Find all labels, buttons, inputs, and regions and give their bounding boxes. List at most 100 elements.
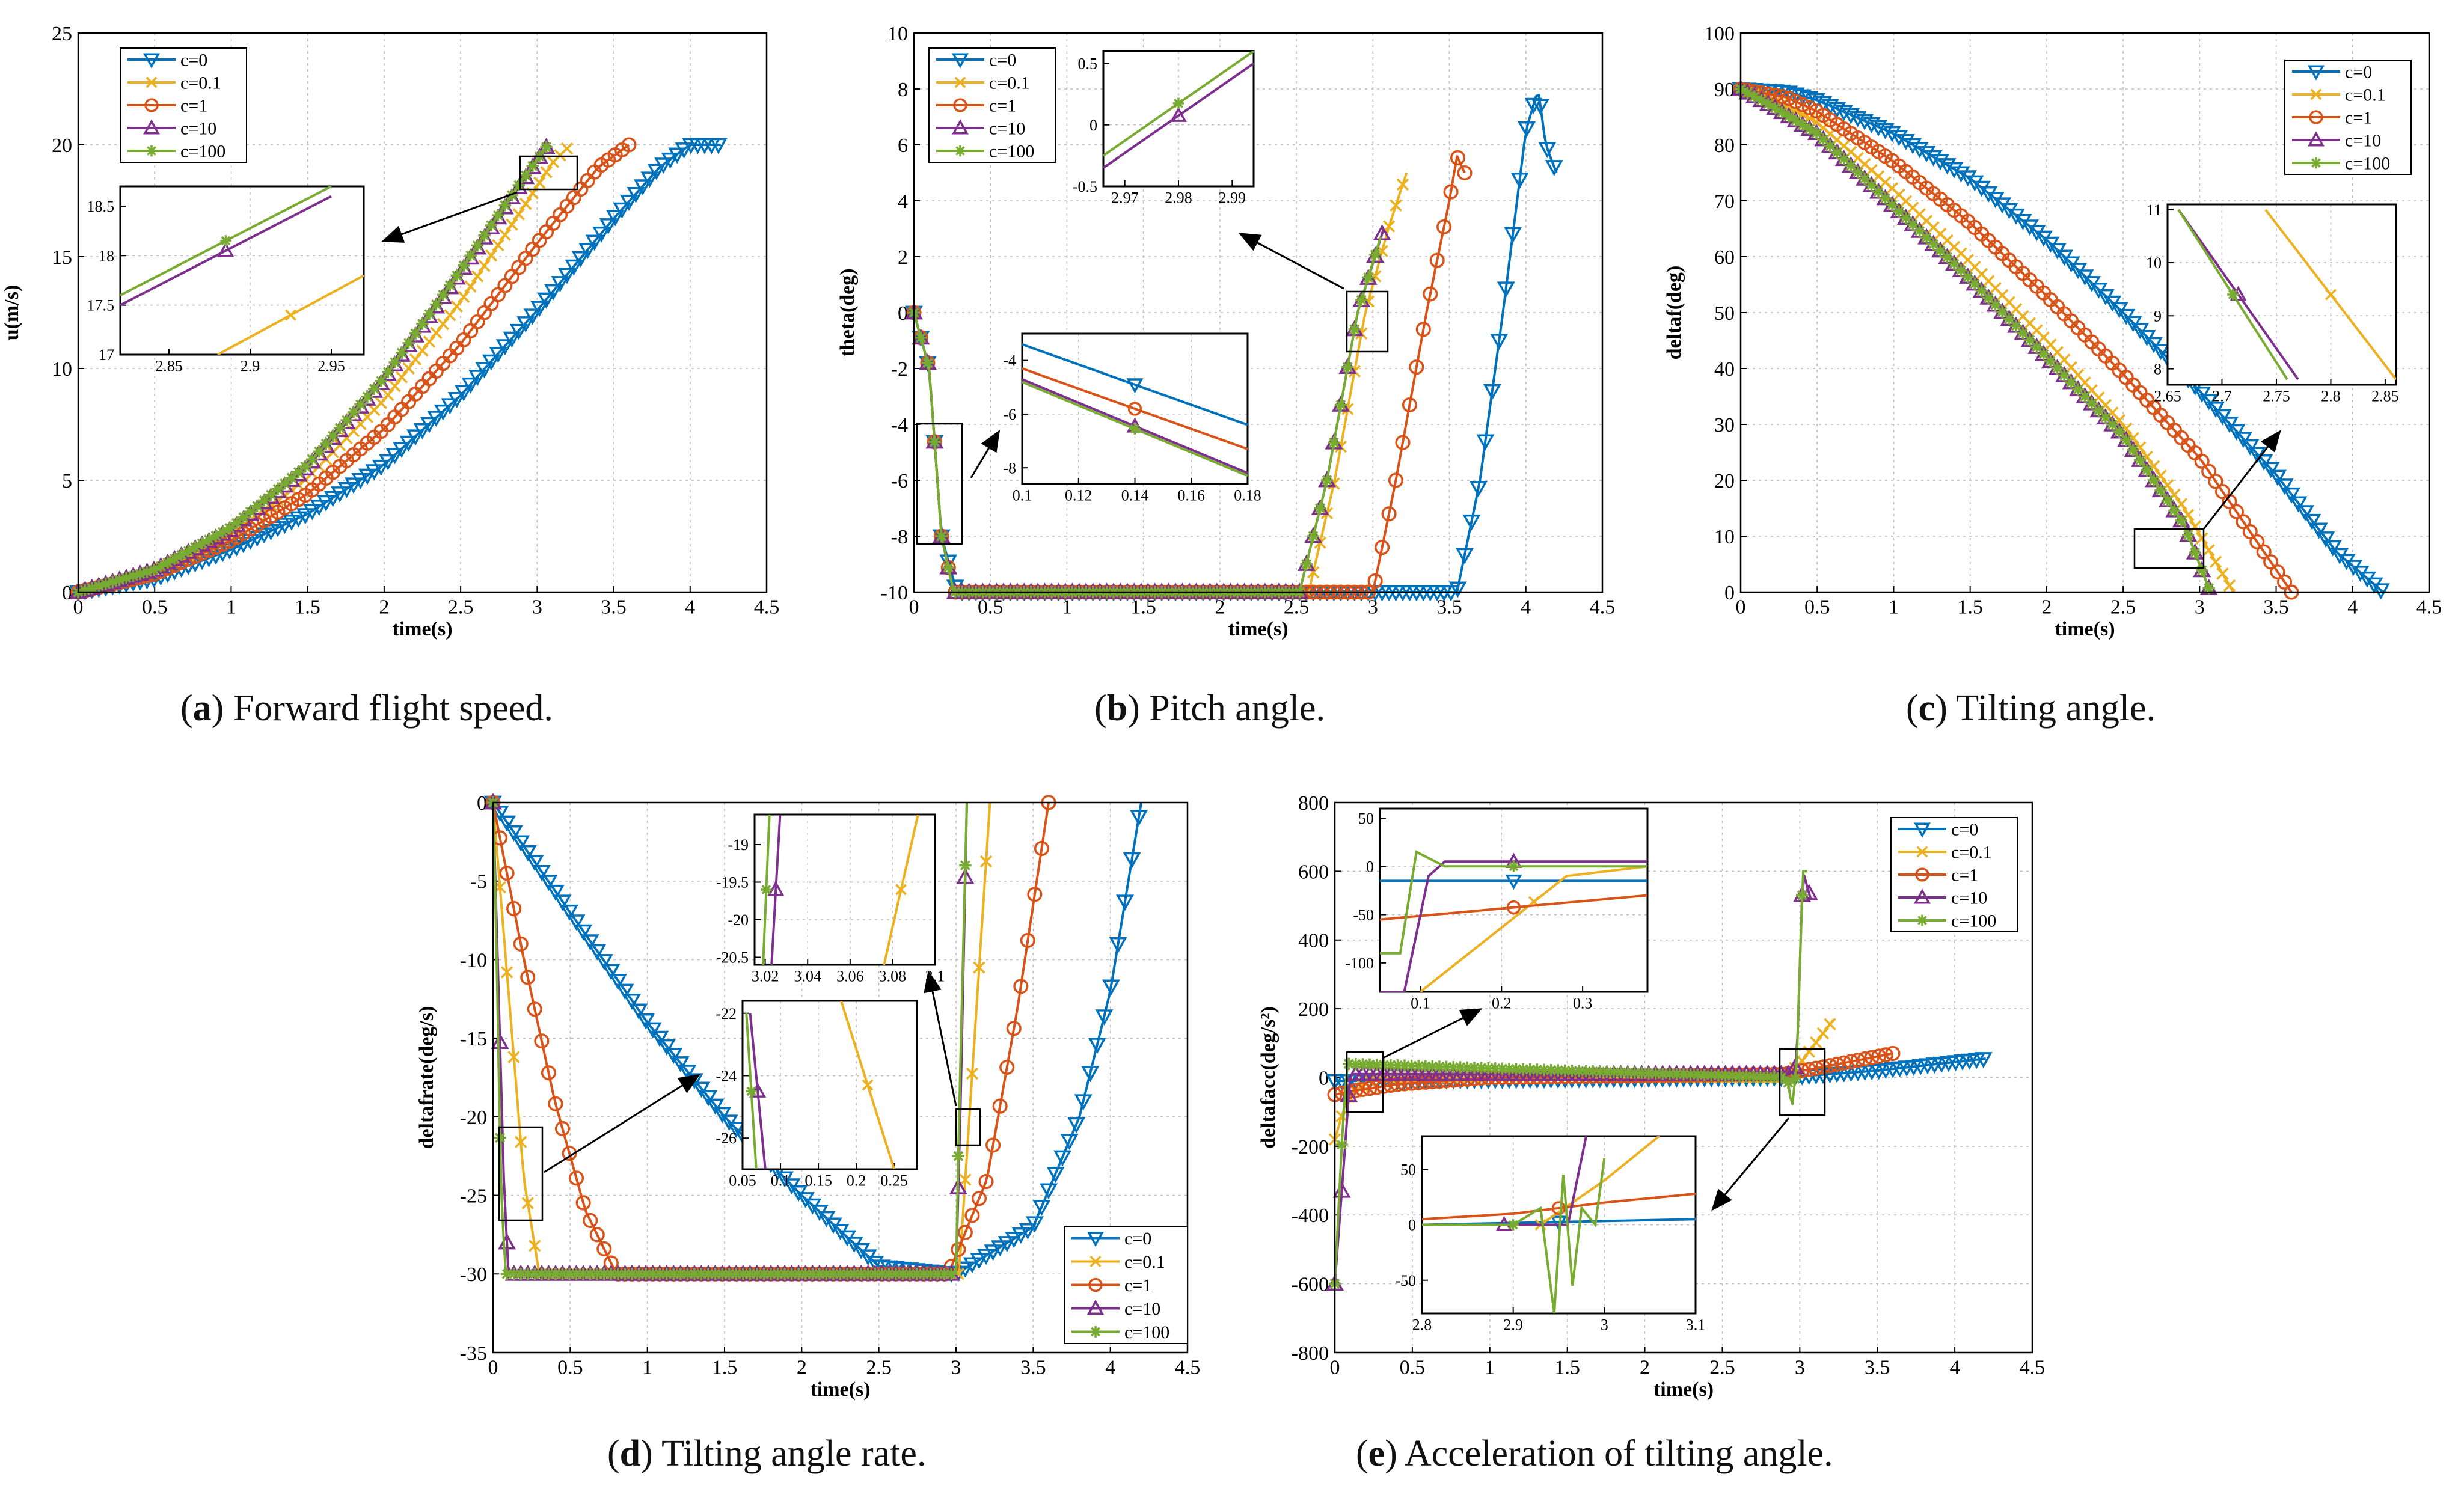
- chart-e-i1-inset-tick-label-y: 0: [1366, 858, 1374, 875]
- chart-e: 0 0.5 1 1.5 2 2.5 3 3.5 4 4.5 -800 -600 -400 -200 0 200…: [1257, 792, 2045, 1401]
- chart-e-marker: [1552, 1064, 1565, 1077]
- chart-e-marker: [1663, 1068, 1676, 1080]
- chart-d-marker: [778, 1268, 791, 1280]
- chart-c-marker: [2058, 369, 2071, 382]
- chart-c-legend-label: c=1: [2345, 108, 2372, 128]
- chart-b-tick-label-x: 2.5: [1284, 596, 1310, 619]
- chart-c-marker: [2079, 390, 2091, 403]
- chart-b-marker: [1396, 178, 1409, 191]
- chart-a-marker: [447, 392, 466, 409]
- caption-text: Pitch angle.: [1149, 688, 1326, 729]
- chart-a-legend-label: c=100: [180, 142, 225, 162]
- chart-e-legend-label: c=0: [1951, 820, 1978, 840]
- chart-a-marker: [441, 278, 459, 295]
- chart-d-marker: [548, 1096, 563, 1111]
- chart-b: 0 0.5 1 1.5 2 2.5 3 3.5 4 4.5-10-8-6-4-20246810ti…: [836, 23, 1615, 640]
- chart-b-marker: [1490, 334, 1509, 350]
- chart-c-marker: [1869, 120, 1887, 136]
- chart-c-marker: [1910, 142, 1929, 159]
- chart-a-marker: [99, 578, 112, 590]
- chart-d-marker: [589, 1227, 605, 1243]
- chart-a-marker: [489, 347, 507, 363]
- chart-d-marker: [875, 1268, 888, 1280]
- chart-b-marker: [1545, 160, 1563, 177]
- chart-c-marker: [2249, 534, 2265, 549]
- chart-d-marker: [1102, 979, 1120, 996]
- chart-e-tick-label-y: -400: [1292, 1205, 1329, 1227]
- chart-c-markers-c1: [1733, 81, 2299, 600]
- chart-e-marker: [1440, 1060, 1453, 1073]
- chart-a-marker: [379, 454, 397, 471]
- chart-e-legend-marker: [1914, 822, 1931, 838]
- chart-d-x-axis-label: time(s): [810, 1378, 870, 1401]
- chart-c-marker: [1886, 198, 1899, 212]
- chart-b-marker: [1334, 399, 1347, 411]
- chart-b-i1-zoom-region: [1346, 290, 1389, 353]
- chart-c-marker: [2202, 582, 2215, 595]
- chart-e-marker: [1810, 1036, 1822, 1049]
- chart-a-tick-label-x: 1: [226, 596, 236, 619]
- chart-a-i1-inset-tick-label-x: 2.9: [241, 357, 260, 375]
- chart-a-marker: [379, 365, 397, 382]
- chart-c-i1-zoom-arrow: [2202, 430, 2281, 530]
- chart-d-i1-inset-tick-label-x: 3.08: [879, 967, 907, 985]
- chart-d-tick-label-x: 0: [488, 1357, 498, 1379]
- chart-e-marker: [1510, 1063, 1522, 1075]
- chart-d-marker: [637, 1013, 655, 1030]
- chart-a-marker: [265, 488, 277, 501]
- chart-b-i2-inset-tick-label-y: -6: [1003, 406, 1016, 423]
- chart-d-tick-label-y: -35: [460, 1342, 487, 1365]
- chart-a-marker: [482, 218, 500, 234]
- chart-c-marker: [1858, 173, 1871, 185]
- chart-e-marker: [1754, 1070, 1767, 1083]
- chart-c-legend-label: c=100: [2345, 154, 2390, 174]
- chart-a-marker: [351, 397, 370, 414]
- chart-d-marker: [964, 1208, 980, 1223]
- chart-d-marker: [1040, 1183, 1058, 1200]
- chart-c-marker: [2282, 487, 2300, 504]
- chart-a-marker: [399, 335, 418, 352]
- chart-d-tick-label-x: 1: [642, 1357, 652, 1379]
- chart-d-marker: [560, 904, 579, 921]
- chart-e-i1-inset-tick-label-y: 50: [1358, 810, 1374, 827]
- chart-d-i2-inset-plot-area: [743, 1001, 917, 1169]
- chart-d-series: [484, 793, 1148, 1283]
- chart-b-axes-box: [913, 32, 1604, 593]
- chart-a-axes-box: [77, 32, 768, 593]
- chart-a-marker: [544, 284, 563, 301]
- chart-b-marker: [1373, 224, 1391, 241]
- chart-d-marker: [1032, 1199, 1051, 1216]
- chart-c-marker: [2213, 409, 2232, 426]
- chart-d-i2-inset-tick-label-x: 0.05: [729, 1172, 756, 1189]
- chart-d-marker: [1130, 810, 1148, 827]
- chart-b-marker: [1388, 472, 1404, 488]
- chart-e-marker: [1622, 1066, 1634, 1079]
- chart-c-marker: [1982, 292, 1995, 304]
- chart-a-i1-zoom-region: [519, 155, 578, 191]
- chart-b-tick-label-y: 4: [898, 191, 908, 213]
- chart-c-marker: [2277, 574, 2293, 590]
- chart-c-x-axis-label: time(s): [2055, 618, 2115, 640]
- chart-c-marker: [1920, 231, 1933, 244]
- chart-c-marker: [2202, 544, 2215, 557]
- chart-b-tick-label-x: 3.5: [1436, 596, 1462, 619]
- chart-d-i2-inset-tick-label-y: -24: [716, 1068, 737, 1085]
- chart-e-marker: [1356, 1058, 1369, 1071]
- chart-a-tick-label-x: 3.5: [601, 596, 627, 619]
- chart-b-legend-label: c=1: [989, 96, 1016, 116]
- chart-e-marker: [1482, 1062, 1495, 1075]
- chart-a-marker: [289, 511, 308, 528]
- chart-d-marker: [841, 1268, 854, 1280]
- chart-e-tick-label-y: -200: [1292, 1136, 1329, 1158]
- chart-a-marker: [447, 268, 466, 285]
- chart-c-marker: [1876, 123, 1895, 139]
- chart-c-marker: [1969, 277, 1981, 290]
- chart-a-marker: [675, 142, 693, 159]
- chart-a-marker: [106, 576, 119, 589]
- chart-e-marker: [1537, 1063, 1551, 1077]
- chart-a-i1-inset-tick-label-y: 18: [99, 247, 114, 264]
- chart-a-marker: [485, 249, 498, 262]
- chart-d-i1-inset-marker: [767, 881, 785, 896]
- chart-e-marker: [1761, 1071, 1774, 1083]
- chart-c-marker: [2248, 447, 2266, 463]
